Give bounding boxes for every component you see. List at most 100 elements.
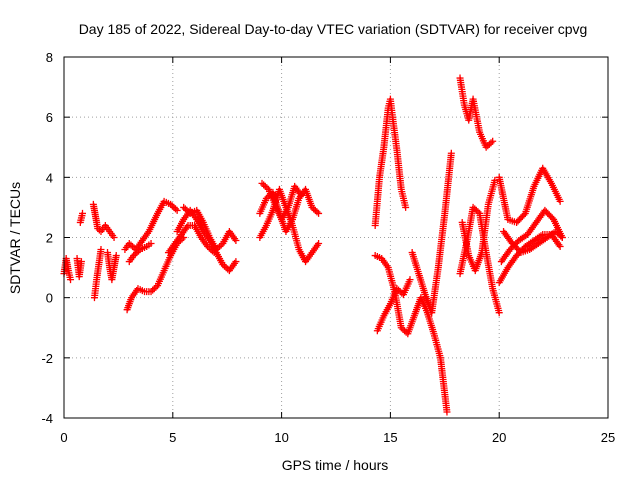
- data-point: [495, 309, 503, 317]
- y-tick-label: 4: [46, 170, 53, 185]
- data-point: [558, 234, 566, 241]
- x-axis-label: GPS time / hours: [282, 457, 389, 473]
- data-point: [520, 211, 528, 219]
- data-point: [180, 203, 188, 211]
- data-point: [553, 229, 561, 237]
- y-tick-label: -2: [41, 351, 53, 366]
- chart-title: Day 185 of 2022, Sidereal Day-to-day VTE…: [79, 21, 588, 37]
- data-point: [263, 184, 271, 192]
- data-point: [204, 243, 212, 251]
- data-point: [210, 249, 218, 257]
- data-point: [222, 264, 230, 272]
- data-point: [258, 179, 266, 187]
- data-point: [474, 208, 482, 216]
- data-point: [397, 324, 405, 332]
- data-point: [489, 137, 497, 145]
- data-point: [471, 205, 479, 213]
- data-point: [173, 206, 181, 214]
- data-point: [131, 250, 139, 258]
- data-point: [147, 288, 155, 296]
- data-point: [482, 143, 490, 151]
- data-point: [556, 197, 564, 205]
- data-point: [469, 203, 477, 211]
- y-axis-label: SDTVAR / TECUs: [7, 182, 23, 294]
- x-tick-label: 15: [383, 430, 397, 445]
- data-point: [260, 181, 268, 189]
- data-point: [485, 140, 493, 148]
- data-point: [110, 234, 118, 241]
- data-point: [207, 246, 215, 254]
- data-point: [311, 206, 319, 214]
- data-point: [556, 243, 564, 251]
- data-point: [112, 252, 120, 260]
- data-point: [402, 203, 410, 211]
- data-point: [77, 258, 85, 266]
- data-point: [491, 176, 499, 184]
- x-tick-label: 0: [60, 430, 67, 445]
- data-point: [232, 258, 240, 266]
- data-point: [97, 246, 105, 254]
- y-tick-label: -4: [41, 411, 53, 426]
- data-point: [217, 241, 225, 249]
- data-point: [472, 206, 480, 214]
- data-point: [205, 244, 213, 252]
- data-point: [313, 208, 321, 216]
- data-points: [60, 74, 566, 416]
- data-point: [393, 285, 401, 293]
- data-point: [297, 191, 305, 199]
- y-tick-label: 0: [46, 291, 53, 306]
- x-tick-label: 20: [492, 430, 506, 445]
- data-point: [168, 202, 176, 210]
- y-tick-label: 2: [46, 231, 53, 246]
- data-point: [557, 232, 565, 240]
- data-point: [94, 224, 102, 232]
- data-point: [183, 206, 191, 214]
- x-tick-label: 25: [601, 430, 615, 445]
- data-point: [125, 240, 133, 248]
- data-point: [67, 276, 75, 284]
- data-point: [149, 286, 157, 294]
- data-point: [555, 230, 563, 238]
- y-tick-label: 6: [46, 110, 53, 125]
- data-point: [315, 240, 323, 248]
- data-point: [484, 142, 492, 150]
- data-point: [127, 241, 135, 249]
- data-point: [315, 209, 323, 217]
- x-tick-label: 10: [274, 430, 288, 445]
- x-tick-label: 5: [169, 430, 176, 445]
- data-point: [209, 247, 217, 255]
- data-point: [216, 243, 224, 251]
- data-point: [308, 203, 316, 211]
- data-point: [220, 262, 228, 270]
- data-point: [167, 200, 175, 208]
- data-point: [443, 408, 451, 416]
- data-point: [135, 247, 143, 255]
- data-point: [261, 182, 269, 190]
- y-tick-label: 8: [46, 50, 53, 65]
- data-point: [78, 209, 86, 217]
- data-point: [447, 149, 455, 157]
- data-point: [232, 237, 240, 245]
- data-point: [152, 283, 160, 291]
- data-point: [395, 286, 403, 294]
- data-point: [262, 194, 270, 202]
- data-point: [170, 203, 178, 211]
- data-point: [396, 288, 404, 296]
- data-point: [401, 327, 409, 335]
- data-point: [181, 205, 189, 213]
- data-point: [147, 240, 155, 248]
- data-point: [214, 244, 222, 252]
- data-point: [406, 276, 414, 284]
- data-point: [133, 249, 141, 257]
- data-point: [552, 227, 560, 235]
- data-point: [548, 214, 556, 222]
- data-point: [172, 205, 180, 213]
- data-point: [399, 325, 407, 333]
- data-point: [130, 252, 138, 260]
- data-point: [129, 243, 137, 251]
- axis-ticks: 0 5 10 15 20 25 -4 -2 0 2 4 6 8: [41, 50, 615, 445]
- data-point: [310, 205, 318, 213]
- data-point: [219, 261, 227, 269]
- data-point: [487, 139, 495, 147]
